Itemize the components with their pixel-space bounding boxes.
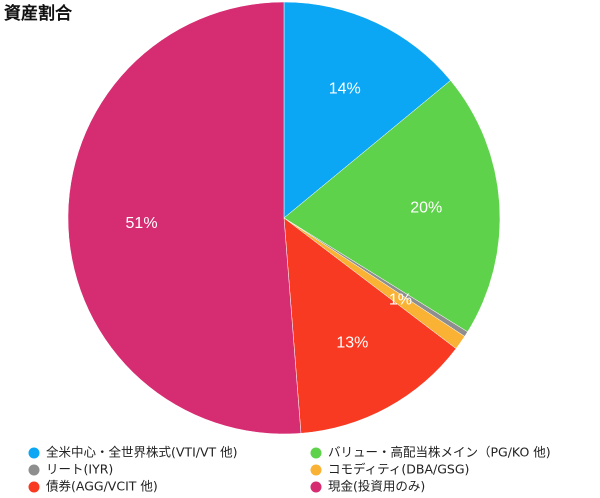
pie-slice bbox=[283, 1, 451, 219]
value-label: 14% bbox=[329, 80, 361, 97]
legend-label: 全米中心・全世界株式(VTI/VT 他) bbox=[46, 445, 238, 460]
value-label: 51% bbox=[126, 215, 158, 232]
value-label: 1% bbox=[389, 291, 412, 308]
legend-label: バリュー・高配当株メイン（PG/KO 他) bbox=[328, 445, 551, 460]
legend-swatch bbox=[310, 464, 322, 476]
legend-label: 債券(AGG/VCIT 他) bbox=[46, 479, 158, 494]
legend-label: リート(IYR) bbox=[46, 462, 113, 477]
pie-slice bbox=[283, 217, 457, 434]
chart-title: 資産割合 bbox=[4, 3, 73, 24]
legend-label: 現金(投資用のみ) bbox=[328, 479, 425, 494]
legend-swatch bbox=[310, 447, 322, 459]
legend-swatch bbox=[28, 464, 40, 476]
legend-label: コモディティ(DBA/GSG) bbox=[328, 462, 469, 477]
pie-slice bbox=[67, 1, 302, 435]
value-label: 13% bbox=[336, 334, 368, 351]
legend-swatch bbox=[310, 481, 322, 493]
value-label: 20% bbox=[410, 200, 442, 217]
legend-swatch bbox=[28, 481, 40, 493]
pie-slice bbox=[283, 80, 501, 333]
legend-swatch bbox=[28, 447, 40, 459]
